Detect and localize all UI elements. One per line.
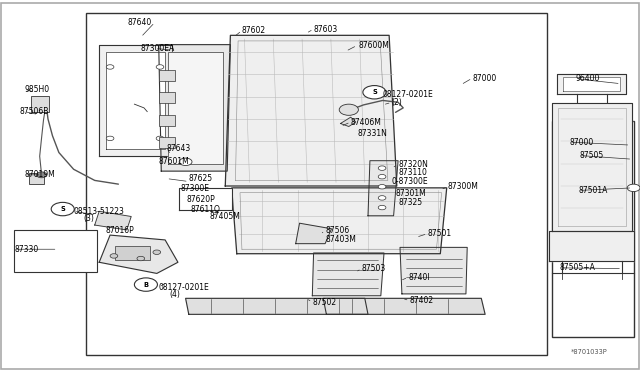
Circle shape xyxy=(627,184,640,192)
Text: 87330: 87330 xyxy=(14,245,38,254)
Text: 08127-0201E: 08127-0201E xyxy=(159,283,209,292)
Polygon shape xyxy=(106,52,165,149)
Bar xyxy=(29,173,44,184)
Polygon shape xyxy=(225,35,397,186)
Polygon shape xyxy=(400,247,467,294)
Text: 87620P: 87620P xyxy=(187,195,216,203)
Polygon shape xyxy=(563,77,620,91)
Circle shape xyxy=(378,166,386,170)
Polygon shape xyxy=(340,117,356,126)
Circle shape xyxy=(106,65,114,69)
Bar xyxy=(86,13,547,355)
Text: 87601M: 87601M xyxy=(159,157,189,166)
Text: 87640: 87640 xyxy=(128,18,152,27)
Text: 87301M: 87301M xyxy=(396,189,426,198)
Text: 87019M: 87019M xyxy=(24,170,55,179)
Text: 87501: 87501 xyxy=(428,229,452,238)
Text: 08127-0201E: 08127-0201E xyxy=(383,90,433,99)
Text: 87300EA: 87300EA xyxy=(141,44,175,53)
Text: 87016P: 87016P xyxy=(106,226,134,235)
Text: 87506B: 87506B xyxy=(19,107,49,116)
Bar xyxy=(159,115,175,126)
Polygon shape xyxy=(179,188,232,210)
Bar xyxy=(552,121,634,337)
Text: 87402: 87402 xyxy=(410,296,434,305)
Bar xyxy=(159,92,175,103)
Polygon shape xyxy=(95,211,131,230)
Text: 87505+A: 87505+A xyxy=(560,263,596,272)
Circle shape xyxy=(137,256,145,261)
Text: 87505: 87505 xyxy=(579,151,604,160)
Polygon shape xyxy=(168,52,223,164)
Circle shape xyxy=(106,136,114,141)
Text: *8701033P: *8701033P xyxy=(571,349,607,355)
Circle shape xyxy=(378,174,386,179)
Text: 87403M: 87403M xyxy=(325,235,356,244)
Polygon shape xyxy=(296,223,332,244)
Polygon shape xyxy=(368,161,398,216)
Circle shape xyxy=(110,254,118,258)
Text: 87000: 87000 xyxy=(472,74,497,83)
Text: 87643: 87643 xyxy=(166,144,191,153)
Polygon shape xyxy=(99,235,178,273)
Bar xyxy=(31,96,49,112)
Text: 0-87300E: 0-87300E xyxy=(392,177,428,186)
Text: 87611Q: 87611Q xyxy=(191,205,221,214)
Text: 87603: 87603 xyxy=(314,25,338,33)
Circle shape xyxy=(156,136,164,141)
Text: 87501A: 87501A xyxy=(579,186,608,195)
Bar xyxy=(159,137,175,148)
Text: 87320N: 87320N xyxy=(398,160,428,169)
Text: 87405M: 87405M xyxy=(210,212,241,221)
Polygon shape xyxy=(99,45,172,156)
Text: B: B xyxy=(143,282,148,288)
Text: 87331N: 87331N xyxy=(357,129,387,138)
Circle shape xyxy=(134,278,157,291)
Polygon shape xyxy=(552,103,632,231)
Text: S: S xyxy=(372,89,377,95)
Text: 87325: 87325 xyxy=(398,198,422,207)
Text: 87000: 87000 xyxy=(570,138,594,147)
Text: 87600M: 87600M xyxy=(358,41,389,50)
Circle shape xyxy=(339,104,358,115)
Text: 87300M: 87300M xyxy=(448,182,479,191)
Text: 08513-51223: 08513-51223 xyxy=(74,207,124,216)
Polygon shape xyxy=(159,45,230,171)
Polygon shape xyxy=(186,298,368,314)
Bar xyxy=(14,230,97,272)
Text: 87503: 87503 xyxy=(362,264,386,273)
Bar xyxy=(159,70,175,81)
Circle shape xyxy=(36,172,47,178)
Text: 87625: 87625 xyxy=(189,174,213,183)
Text: 8740l: 8740l xyxy=(408,273,430,282)
Text: 87506: 87506 xyxy=(325,226,349,235)
Circle shape xyxy=(363,86,386,99)
Circle shape xyxy=(378,205,386,210)
Bar xyxy=(115,246,150,260)
Text: 985H0: 985H0 xyxy=(24,85,49,94)
Polygon shape xyxy=(232,188,447,254)
Circle shape xyxy=(378,185,386,189)
Text: 87502: 87502 xyxy=(312,298,337,307)
Text: 87602: 87602 xyxy=(242,26,266,35)
Text: (3): (3) xyxy=(83,214,94,223)
Polygon shape xyxy=(312,253,384,296)
Circle shape xyxy=(378,196,386,200)
Text: S: S xyxy=(60,206,65,212)
Circle shape xyxy=(51,202,74,216)
Circle shape xyxy=(179,158,192,166)
Polygon shape xyxy=(549,231,634,261)
Text: 873110: 873110 xyxy=(398,169,427,177)
Text: 96400: 96400 xyxy=(576,74,600,83)
Polygon shape xyxy=(557,74,626,94)
Circle shape xyxy=(153,250,161,254)
Text: (2): (2) xyxy=(392,98,403,107)
Polygon shape xyxy=(323,298,485,314)
Text: 87406M: 87406M xyxy=(351,118,381,126)
Circle shape xyxy=(156,65,164,69)
Text: (4): (4) xyxy=(170,290,180,299)
Text: 87300E: 87300E xyxy=(180,185,209,193)
